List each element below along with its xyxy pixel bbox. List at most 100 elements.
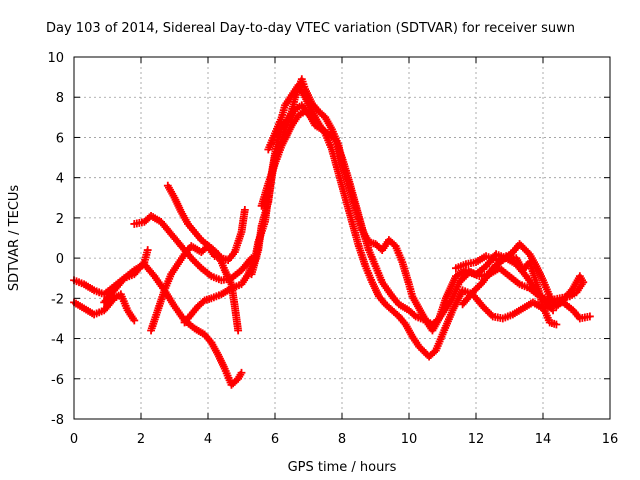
data-marker: [127, 271, 136, 280]
data-marker: [213, 348, 221, 357]
data-marker: [188, 322, 197, 331]
x-tick-label: 4: [204, 432, 212, 447]
data-marker: [205, 295, 214, 303]
data-marker: [309, 113, 318, 122]
data-marker: [235, 281, 243, 290]
data-marker: [221, 255, 230, 264]
series-pass-3: [100, 246, 152, 307]
x-tick-label: 8: [338, 432, 346, 447]
data-marker: [544, 290, 553, 298]
data-marker: [189, 226, 197, 234]
data-marker: [457, 288, 466, 297]
data-marker: [393, 311, 402, 319]
data-marker: [326, 123, 335, 132]
plot-frame: [73, 56, 611, 420]
data-marker: [233, 324, 242, 333]
data-marker: [229, 250, 238, 258]
data-marker: [441, 296, 450, 305]
data-marker: [182, 218, 191, 226]
data-marker: [137, 218, 146, 227]
data-marker: [320, 127, 328, 136]
data-marker: [195, 234, 204, 242]
data-marker: [487, 266, 496, 275]
data-marker: [370, 259, 379, 268]
y-axis-title: SDTVAR / TECUs: [7, 185, 22, 292]
data-marker: [286, 93, 295, 102]
data-marker: [97, 307, 106, 316]
data-marker: [413, 340, 422, 349]
series-pass-6: [147, 205, 249, 335]
data-marker: [236, 370, 245, 379]
data-marker: [257, 224, 266, 233]
series-pass-11: [257, 107, 320, 210]
data-marker: [546, 301, 555, 310]
data-marker: [114, 291, 123, 300]
y-tick-label: 6: [56, 131, 64, 146]
data-marker: [334, 167, 342, 176]
y-tick-label: -2: [51, 292, 64, 307]
data-marker: [195, 262, 204, 271]
y-tick-label: 10: [47, 51, 64, 66]
data-marker: [454, 280, 463, 289]
data-marker: [557, 297, 566, 306]
data-marker: [166, 272, 175, 281]
series-pass-13: [452, 252, 561, 329]
data-marker: [242, 272, 251, 281]
data-marker: [129, 314, 137, 323]
data-marker: [487, 310, 495, 319]
data-marker: [550, 319, 559, 328]
x-tick-label: 12: [468, 432, 485, 447]
x-tick-label: 2: [137, 432, 145, 447]
data-marker: [219, 362, 228, 371]
data-marker: [369, 239, 378, 248]
data-marker: [506, 311, 515, 320]
data-marker: [333, 139, 342, 148]
data-marker: [516, 305, 525, 314]
data-marker: [433, 316, 442, 324]
data-marker: [205, 270, 214, 279]
chart-title: Day 103 of 2014, Sidereal Day-to-day VTE…: [46, 21, 575, 36]
data-marker: [263, 182, 272, 190]
data-marker: [276, 115, 285, 124]
data-marker: [185, 252, 194, 261]
data-marker: [153, 308, 161, 317]
data-marker: [198, 329, 207, 338]
data-marker: [327, 143, 335, 152]
data-marker: [578, 276, 586, 285]
data-marker: [447, 296, 456, 305]
data-marker: [393, 298, 402, 307]
data-marker: [386, 304, 395, 313]
data-marker: [347, 215, 356, 224]
data-marker: [143, 248, 151, 257]
data-marker: [108, 296, 117, 304]
data-marker: [397, 255, 406, 264]
data-marker: [467, 290, 476, 298]
data-marker: [440, 306, 449, 315]
data-marker: [199, 297, 207, 306]
data-marker: [410, 311, 418, 319]
data-marker: [574, 312, 583, 321]
series-pass-2: [70, 290, 139, 325]
series-pass-9: [247, 75, 588, 329]
y-tick-label: 2: [56, 212, 64, 227]
y-tick-label: -4: [51, 333, 64, 348]
data-marker: [386, 290, 395, 299]
data-marker: [192, 304, 201, 313]
data-marker: [287, 109, 295, 118]
data-marker: [214, 291, 223, 300]
y-tick-label: -6: [51, 373, 64, 388]
data-marker: [306, 105, 315, 114]
data-marker: [159, 288, 168, 297]
data-marker: [340, 191, 349, 200]
x-axis-title: GPS time / hours: [288, 460, 397, 475]
data-marker: [179, 252, 188, 260]
data-marker: [253, 248, 262, 257]
data-marker: [169, 191, 178, 200]
y-tick-label: -8: [51, 413, 64, 428]
data-marker: [544, 316, 553, 325]
data-marker: [155, 216, 163, 225]
data-marker: [280, 103, 289, 112]
data-marker: [503, 270, 512, 279]
data-marker: [567, 304, 576, 313]
